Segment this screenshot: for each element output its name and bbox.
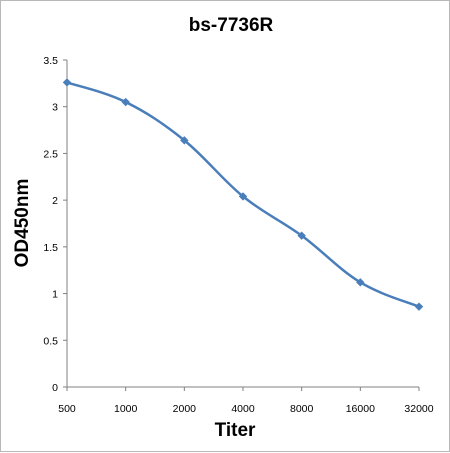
data-point-marker bbox=[356, 278, 365, 287]
x-tick-label: 1000 bbox=[114, 403, 138, 415]
chart-title: bs-7736R bbox=[189, 15, 274, 36]
y-tick-label: 3.5 bbox=[43, 55, 58, 67]
x-tick-label: 32000 bbox=[404, 403, 433, 415]
x-tick-label: 2000 bbox=[173, 403, 197, 415]
data-point-marker bbox=[414, 302, 424, 311]
x-axis-title: Titer bbox=[215, 420, 256, 441]
markers-layer bbox=[62, 78, 424, 311]
data-point-marker bbox=[180, 136, 189, 145]
x-tick-label: 8000 bbox=[290, 403, 314, 415]
y-tick-label: 2 bbox=[52, 195, 58, 207]
y-tick-label: 1.5 bbox=[43, 242, 58, 254]
data-point-marker bbox=[297, 231, 306, 240]
data-point-marker bbox=[62, 78, 72, 87]
y-tick-label: 3 bbox=[52, 102, 58, 114]
data-point-marker bbox=[121, 97, 130, 107]
y-axis-title: OD450nm bbox=[12, 179, 33, 268]
data-point-marker bbox=[238, 192, 248, 201]
y-tick-label: 0 bbox=[52, 382, 58, 394]
ticks-layer: 0 0.5 1 1.5 2 2.5 3 3.5 500 1000 2000 4000 8000 16000… bbox=[43, 55, 433, 415]
x-tick-label: 4000 bbox=[231, 403, 255, 415]
y-tick-label: 1 bbox=[52, 289, 58, 301]
x-tick-label: 16000 bbox=[346, 403, 375, 415]
x-tick-label: 500 bbox=[58, 403, 76, 415]
y-tick-label: 0.5 bbox=[43, 335, 58, 347]
y-tick-label: 2.5 bbox=[43, 148, 58, 160]
